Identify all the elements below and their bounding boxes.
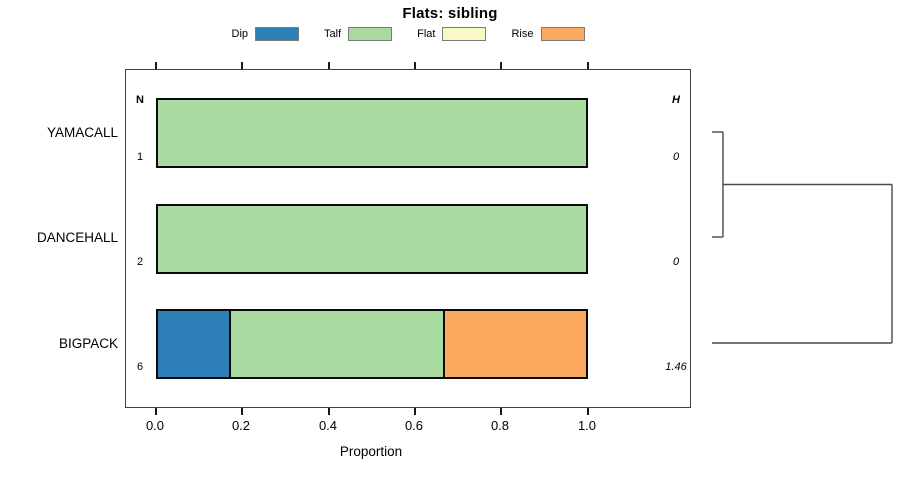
n-column-header: N	[136, 94, 144, 106]
bottom-axis-tick	[414, 408, 416, 415]
x-tick-label: 0.0	[145, 418, 165, 433]
top-axis-tick	[500, 62, 502, 69]
chart-title: Flats: sibling	[402, 5, 498, 22]
n-value-yamacall: 1	[136, 151, 144, 163]
bar-segment-talf	[229, 311, 444, 377]
bar-segment-dip	[158, 311, 230, 377]
bottom-axis-tick	[328, 408, 330, 415]
h-column-header: H	[672, 94, 680, 106]
legend-swatch-rise	[540, 26, 585, 41]
legend-label-talf: Talf	[324, 27, 342, 40]
legend-label-flat: Flat	[417, 27, 436, 40]
x-tick-label: 1.0	[577, 418, 597, 433]
x-tick-label: 0.8	[490, 418, 510, 433]
bar-dancehall	[156, 204, 588, 274]
bar-segment-talf	[158, 206, 586, 272]
top-axis-tick	[155, 62, 157, 69]
legend: Dip Talf Flat Rise	[125, 25, 691, 42]
legend-label-dip: Dip	[231, 27, 249, 40]
legend-item-dip: Dip	[231, 26, 300, 41]
n-value-dancehall: 2	[136, 256, 144, 268]
plot-panel	[125, 69, 691, 408]
row-label-yamacall: YAMACALL	[46, 125, 118, 140]
legend-swatch-dip	[255, 26, 300, 41]
legend-swatch-flat	[442, 26, 487, 41]
bar-segment-rise	[443, 311, 586, 377]
h-value-bigpack: 1.46	[665, 361, 687, 373]
bottom-axis-tick	[155, 408, 157, 415]
top-axis-tick	[328, 62, 330, 69]
bar-bigpack	[156, 309, 588, 379]
row-label-dancehall: DANCEHALL	[36, 230, 118, 245]
top-axis-tick	[241, 62, 243, 69]
bottom-axis-tick	[241, 408, 243, 415]
bottom-axis-tick	[500, 408, 502, 415]
legend-item-talf: Talf	[324, 26, 393, 41]
h-value-dancehall: 0	[672, 256, 680, 268]
legend-item-rise: Rise	[511, 26, 585, 41]
x-tick-label: 0.2	[231, 418, 251, 433]
bar-yamacall	[156, 98, 588, 168]
x-tick-label: 0.6	[404, 418, 424, 433]
x-axis-title: Proportion	[339, 444, 403, 459]
bar-segment-talf	[158, 100, 586, 166]
bottom-axis-tick	[587, 408, 589, 415]
legend-label-rise: Rise	[511, 27, 534, 40]
legend-swatch-talf	[348, 26, 393, 41]
row-label-bigpack: BIGPACK	[58, 336, 118, 351]
n-value-bigpack: 6	[136, 361, 144, 373]
legend-item-flat: Flat	[417, 26, 487, 41]
x-tick-label: 0.4	[318, 418, 338, 433]
top-axis-tick	[587, 62, 589, 69]
h-value-yamacall: 0	[672, 151, 680, 163]
top-axis-tick	[414, 62, 416, 69]
